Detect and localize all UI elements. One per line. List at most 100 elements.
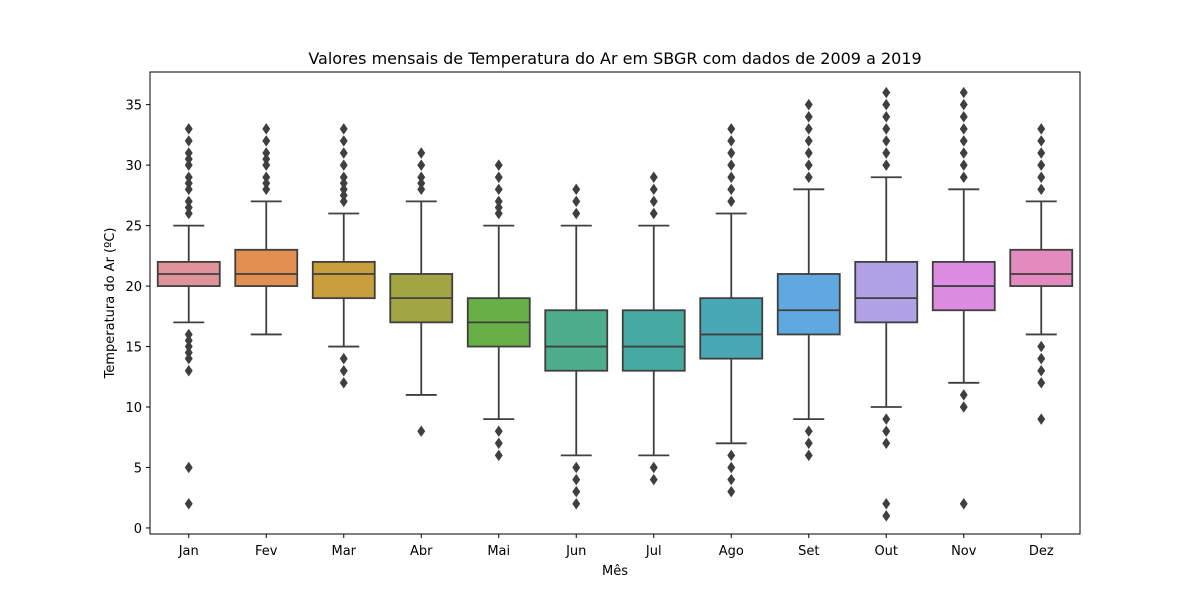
- outlier-point: [184, 334, 193, 347]
- outlier-point: [959, 498, 968, 510]
- outlier-point: [959, 98, 968, 111]
- outlier-point: [417, 177, 426, 189]
- outlier-point: [184, 201, 193, 214]
- x-axis-label: Mês: [602, 564, 628, 579]
- outlier-point: [804, 98, 813, 111]
- outlier-point: [804, 135, 813, 147]
- outlier-point: [339, 171, 348, 183]
- outlier-point: [804, 449, 813, 462]
- x-tick-label: Out: [874, 544, 898, 559]
- outlier-point: [494, 159, 503, 171]
- outlier-point: [882, 413, 891, 425]
- outlier-point: [882, 98, 891, 111]
- outlier-point: [1037, 413, 1046, 425]
- x-tick-label: Nov: [951, 544, 977, 559]
- y-tick-label: 15: [125, 341, 142, 356]
- outlier-point: [262, 135, 271, 147]
- outlier-point: [959, 111, 968, 123]
- x-tick-label: Dez: [1029, 544, 1054, 559]
- outlier-point: [339, 189, 348, 202]
- outlier-point: [417, 183, 426, 196]
- outlier-point: [1037, 135, 1046, 147]
- outlier-point: [649, 183, 658, 196]
- outlier-point: [339, 135, 348, 147]
- y-tick-label: 5: [134, 461, 142, 476]
- x-tick-label: Jul: [645, 544, 662, 559]
- outlier-point: [804, 111, 813, 123]
- x-tick-label: Mar: [331, 544, 356, 559]
- outlier-point: [959, 159, 968, 171]
- outlier-point: [959, 389, 968, 401]
- outlier-point: [572, 183, 581, 196]
- outlier-point: [727, 473, 736, 486]
- box-dez: [1009, 248, 1074, 287]
- outlier-point: [649, 473, 658, 486]
- outlier-point: [1037, 171, 1046, 183]
- outlier-point: [184, 123, 193, 135]
- outlier-point: [339, 159, 348, 171]
- outlier-point: [1037, 340, 1046, 353]
- outlier-point: [184, 177, 193, 189]
- outlier-point: [959, 86, 968, 99]
- outlier-point: [494, 437, 503, 450]
- outlier-point: [339, 183, 348, 196]
- y-tick-label: 35: [125, 99, 142, 114]
- outlier-point: [184, 352, 193, 365]
- outlier-point: [882, 123, 891, 135]
- outlier-point: [727, 461, 736, 474]
- y-tick-label: 10: [125, 401, 142, 416]
- outlier-point: [572, 461, 581, 474]
- outlier-point: [649, 171, 658, 183]
- outlier-point: [959, 401, 968, 413]
- box-ago: [699, 297, 764, 360]
- plot-frame: [149, 71, 1081, 535]
- outlier-point: [572, 473, 581, 486]
- outlier-point: [1037, 365, 1046, 377]
- outlier-point: [184, 346, 193, 359]
- box-out: [854, 260, 919, 324]
- outlier-point: [417, 159, 426, 171]
- outlier-point: [184, 207, 193, 220]
- outlier-point: [184, 340, 193, 353]
- outlier-point: [727, 135, 736, 147]
- outlier-point: [882, 425, 891, 437]
- outlier-point: [262, 147, 271, 159]
- outlier-point: [339, 123, 348, 135]
- outlier-point: [339, 177, 348, 189]
- outlier-point: [727, 485, 736, 498]
- outlier-point: [494, 171, 503, 183]
- outlier-point: [339, 195, 348, 208]
- outlier-point: [959, 135, 968, 147]
- y-tick-label: 20: [125, 280, 142, 295]
- outlier-point: [727, 147, 736, 159]
- outlier-point: [184, 195, 193, 208]
- outlier-point: [494, 425, 503, 437]
- outlier-point: [959, 123, 968, 135]
- outlier-point: [494, 207, 503, 220]
- outlier-point: [882, 498, 891, 510]
- y-axis-label: Temperatura do Ar (ºC): [103, 228, 118, 380]
- outlier-point: [339, 365, 348, 377]
- box-jul: [621, 309, 686, 372]
- outlier-point: [959, 147, 968, 159]
- outlier-point: [262, 183, 271, 196]
- box-mar: [311, 260, 376, 300]
- outlier-point: [339, 147, 348, 159]
- outlier-point: [804, 437, 813, 450]
- box-jun: [544, 309, 609, 372]
- outlier-point: [1037, 377, 1046, 389]
- outlier-point: [184, 147, 193, 159]
- outlier-point: [804, 147, 813, 159]
- outlier-point: [882, 86, 891, 99]
- outlier-point: [572, 207, 581, 220]
- outlier-point: [184, 498, 193, 510]
- outlier-point: [494, 183, 503, 196]
- y-tick-label: 30: [125, 159, 142, 174]
- outlier-point: [727, 449, 736, 462]
- outlier-point: [727, 171, 736, 183]
- outlier-point: [184, 461, 193, 474]
- outlier-point: [262, 171, 271, 183]
- outlier-point: [417, 147, 426, 159]
- outlier-point: [959, 171, 968, 183]
- outlier-point: [882, 135, 891, 147]
